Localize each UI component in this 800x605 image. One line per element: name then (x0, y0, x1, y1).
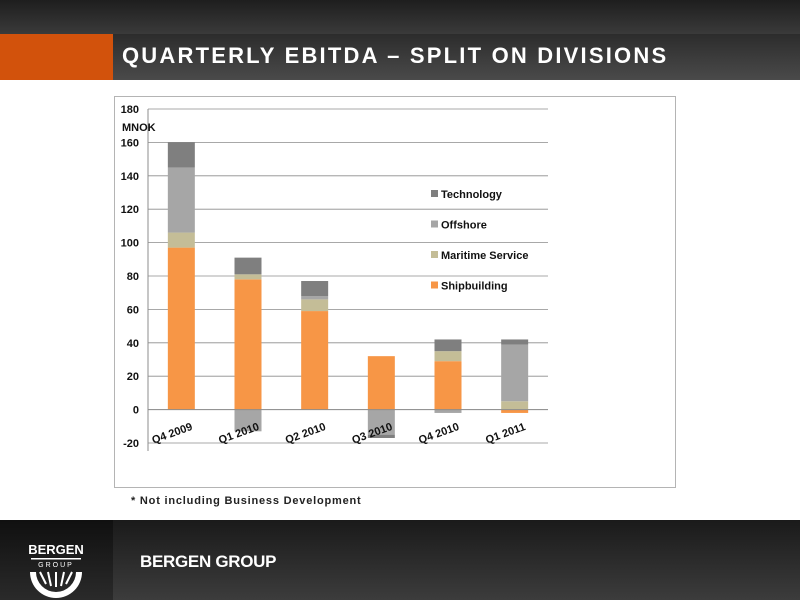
bar-offshore (367, 409, 395, 435)
bar-shipbuilding (434, 361, 462, 410)
bar-technology (301, 281, 329, 297)
y-tick-label: 40 (127, 338, 139, 350)
legend-label: Technology (441, 189, 503, 201)
title-band (0, 34, 800, 80)
y-tick-label: 140 (121, 171, 139, 183)
bar-technology (234, 257, 262, 275)
bars-layer (167, 142, 529, 438)
y-tick-label: 120 (121, 204, 139, 216)
bar-shipbuilding (501, 409, 529, 413)
y-tick-label: 80 (127, 271, 139, 283)
bar-technology (434, 339, 462, 352)
footer-brand: BERGEN GROUP (140, 552, 277, 571)
bar-offshore (501, 344, 529, 402)
bar-offshore (434, 409, 462, 413)
y-tick-label: 180 (121, 104, 139, 116)
legend-swatch (431, 220, 438, 228)
bar-shipbuilding (167, 247, 195, 410)
y-axis-label: MNOK (122, 122, 156, 134)
footnote: * Not including Business Development (131, 495, 362, 507)
bergen-group-logo-icon: BERGEN GROUP (28, 542, 84, 598)
y-tick-label: 100 (121, 238, 139, 250)
bar-shipbuilding (234, 279, 262, 410)
bar-offshore (301, 296, 329, 300)
grid-layer (148, 108, 548, 444)
y-tick-label: 0 (133, 405, 139, 417)
bar-maritime-service (501, 401, 529, 410)
legend-layer: Technology Offshore Maritime Service Shipbu… (431, 189, 528, 293)
bar-maritime-service (301, 299, 329, 312)
y-tick-label: 20 (127, 371, 139, 383)
y-tick-label: 60 (127, 304, 139, 316)
bar-maritime-service (167, 232, 195, 248)
title-accent-block (0, 34, 113, 80)
legend-swatch (431, 251, 438, 258)
footer (0, 520, 800, 600)
y-tick-label: -20 (123, 438, 139, 450)
bar-maritime-service (434, 351, 462, 362)
bar-offshore (167, 167, 195, 233)
footer-logo: BERGEN GROUP (0, 520, 113, 600)
y-tick-label: 160 (121, 137, 139, 149)
top-bar (0, 0, 800, 34)
legend-swatch (431, 281, 438, 289)
bar-technology (167, 142, 195, 168)
bar-shipbuilding (301, 311, 329, 410)
logo-word: BERGEN (28, 542, 84, 557)
bar-technology (367, 434, 395, 438)
page-title: QUARTERLY EBITDA – SPLIT ON DIVISIONS (122, 43, 669, 68)
bar-maritime-service (234, 274, 262, 280)
legend-label: Maritime Service (441, 250, 528, 262)
bar-shipbuilding (367, 356, 395, 410)
bar-technology (501, 339, 529, 345)
chart-frame (114, 96, 676, 488)
legend-swatch (431, 190, 438, 197)
logo-sub: GROUP (38, 562, 74, 569)
legend-label: Offshore (441, 220, 487, 232)
legend-label: Shipbuilding (441, 281, 508, 293)
bar-offshore (234, 409, 262, 432)
